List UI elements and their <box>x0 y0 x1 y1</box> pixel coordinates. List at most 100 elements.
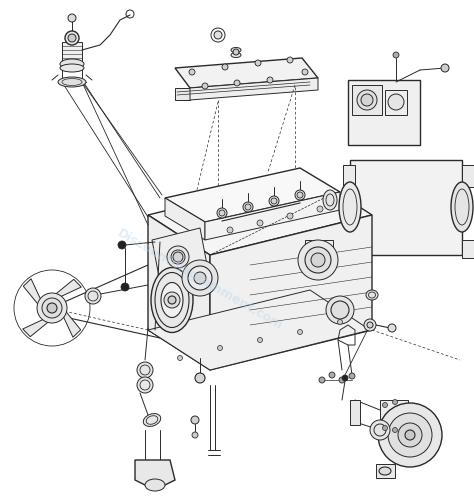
Circle shape <box>337 320 343 325</box>
Ellipse shape <box>366 290 378 300</box>
Circle shape <box>257 220 263 226</box>
Circle shape <box>189 69 195 75</box>
Circle shape <box>305 247 331 273</box>
Circle shape <box>217 208 227 218</box>
Circle shape <box>121 283 129 291</box>
Circle shape <box>392 400 398 405</box>
Circle shape <box>192 432 198 438</box>
Circle shape <box>42 298 62 318</box>
Bar <box>343 165 355 187</box>
Circle shape <box>168 296 176 304</box>
Circle shape <box>255 60 261 66</box>
Polygon shape <box>23 279 42 307</box>
Circle shape <box>202 83 208 89</box>
Circle shape <box>388 324 396 332</box>
Circle shape <box>191 416 199 424</box>
Polygon shape <box>190 78 318 100</box>
Circle shape <box>85 288 101 304</box>
Polygon shape <box>165 168 340 222</box>
Ellipse shape <box>60 64 84 72</box>
Ellipse shape <box>451 182 473 232</box>
Circle shape <box>392 427 398 432</box>
Circle shape <box>47 303 57 313</box>
Ellipse shape <box>143 414 161 426</box>
Bar <box>305 240 333 268</box>
Circle shape <box>383 403 388 408</box>
Circle shape <box>319 377 325 383</box>
Circle shape <box>227 227 233 233</box>
Circle shape <box>383 425 388 430</box>
Circle shape <box>393 52 399 58</box>
Bar <box>343 240 355 258</box>
Polygon shape <box>350 160 462 255</box>
Ellipse shape <box>167 246 189 268</box>
Circle shape <box>388 94 404 110</box>
Circle shape <box>317 206 323 212</box>
Ellipse shape <box>145 479 165 491</box>
Circle shape <box>361 94 373 106</box>
Circle shape <box>37 293 67 323</box>
Polygon shape <box>53 279 81 298</box>
Circle shape <box>378 403 442 467</box>
Circle shape <box>298 240 338 280</box>
Bar <box>352 85 382 115</box>
Polygon shape <box>205 192 340 240</box>
Circle shape <box>177 355 182 360</box>
Polygon shape <box>135 460 175 490</box>
Circle shape <box>287 57 293 63</box>
Circle shape <box>331 301 349 319</box>
Circle shape <box>295 190 305 200</box>
Polygon shape <box>165 198 205 240</box>
Circle shape <box>173 252 183 262</box>
Circle shape <box>297 192 303 198</box>
Circle shape <box>65 31 79 45</box>
Circle shape <box>214 31 222 39</box>
Ellipse shape <box>58 77 86 87</box>
Bar <box>385 90 407 115</box>
Circle shape <box>195 373 205 383</box>
Text: Discountdiagramment.com: Discountdiagramment.com <box>115 227 285 333</box>
Circle shape <box>218 346 222 350</box>
Circle shape <box>329 372 335 378</box>
Circle shape <box>349 373 355 379</box>
Polygon shape <box>376 464 395 478</box>
Circle shape <box>245 204 251 210</box>
Circle shape <box>118 241 126 249</box>
Ellipse shape <box>60 59 84 69</box>
Circle shape <box>441 64 449 72</box>
Circle shape <box>219 210 225 216</box>
Bar <box>462 165 474 187</box>
Circle shape <box>42 298 62 318</box>
Circle shape <box>257 338 263 343</box>
Circle shape <box>339 377 345 383</box>
Circle shape <box>326 296 354 324</box>
Polygon shape <box>175 88 190 100</box>
Circle shape <box>234 80 240 86</box>
Circle shape <box>137 362 153 378</box>
Circle shape <box>222 64 228 70</box>
Circle shape <box>298 330 302 335</box>
Polygon shape <box>152 228 208 282</box>
Circle shape <box>194 272 206 284</box>
Polygon shape <box>23 318 51 337</box>
Bar <box>380 400 408 432</box>
Circle shape <box>398 423 422 447</box>
Polygon shape <box>62 309 81 337</box>
Ellipse shape <box>379 467 391 475</box>
Circle shape <box>68 14 76 22</box>
Circle shape <box>267 77 273 83</box>
Circle shape <box>271 198 277 204</box>
Polygon shape <box>148 215 210 370</box>
Circle shape <box>68 34 76 42</box>
Circle shape <box>364 319 376 331</box>
Circle shape <box>233 49 239 55</box>
Polygon shape <box>148 175 372 255</box>
Polygon shape <box>175 58 318 88</box>
Circle shape <box>388 413 432 457</box>
Circle shape <box>287 213 293 219</box>
Circle shape <box>243 202 253 212</box>
Bar <box>350 400 360 425</box>
Circle shape <box>302 69 308 75</box>
Circle shape <box>357 90 377 110</box>
Circle shape <box>188 266 212 290</box>
